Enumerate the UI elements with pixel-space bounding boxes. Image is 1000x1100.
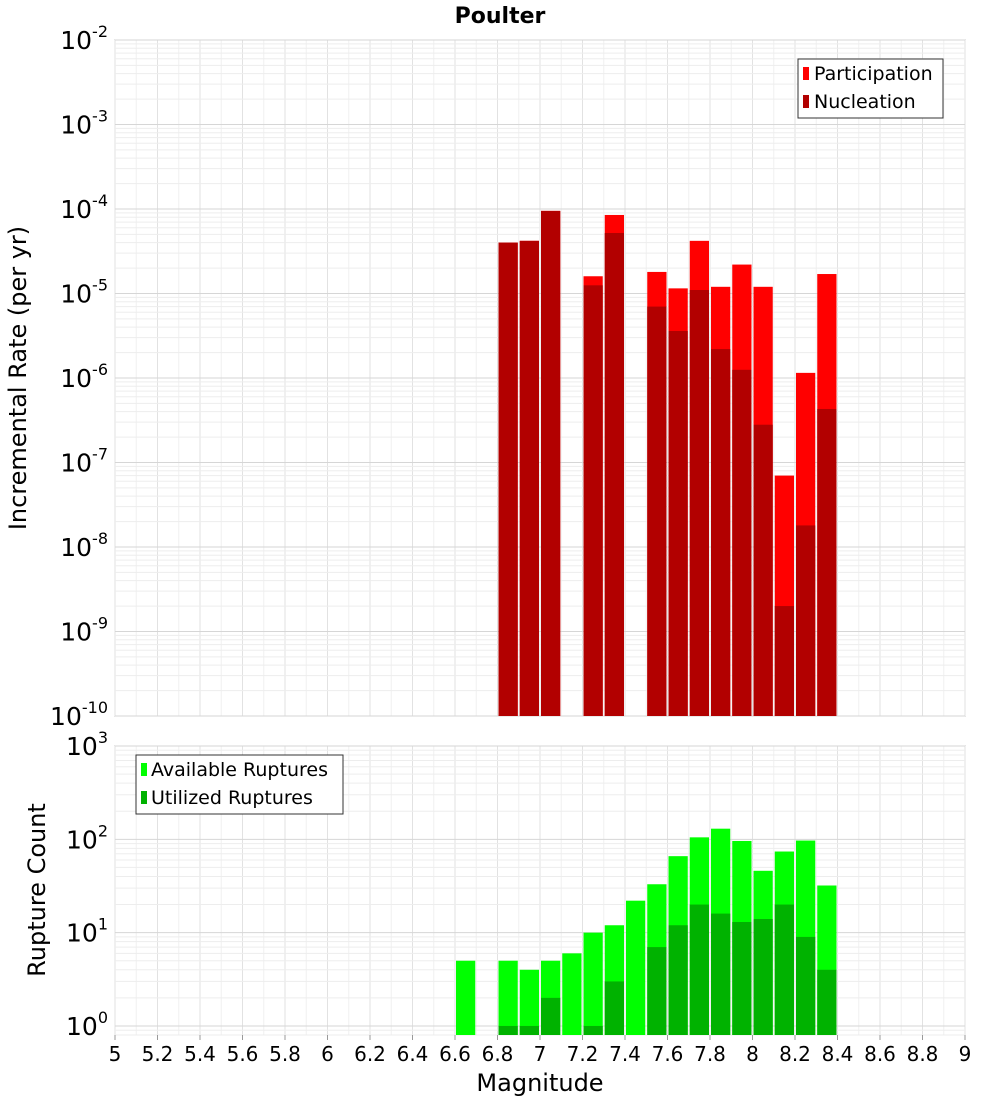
x-tick-label: 5 [109,1042,122,1066]
top-y-tick-label: 10-9 [60,614,108,647]
legend-swatch-participation [803,67,809,80]
bottom-bar-s0 [456,960,476,1035]
x-axis-title: Magnitude [476,1069,603,1097]
bottom-bar-s1 [774,904,794,1035]
x-tick-label: 7 [534,1042,547,1066]
top-bar-s1 [519,240,539,716]
bottom-legend: Available Ruptures Utilized Ruptures [135,754,344,815]
top-y-axis-title: Incremental Rate (per yr) [4,226,32,530]
bottom-bar-s1 [583,1025,603,1035]
top-y-tick-label: 10-4 [60,191,108,224]
x-tick-label: 6.6 [439,1042,471,1066]
top-grid [114,39,966,717]
bottom-y-axis-title: Rupture Count [23,803,51,977]
top-bar-s1 [647,306,667,716]
top-bar-s1 [668,330,688,716]
x-tick-label: 5.2 [142,1042,174,1066]
bottom-bar-s1 [817,969,837,1035]
bottom-y-tick-label: 103 [66,728,108,761]
bottom-y-tick-label: 102 [66,821,108,854]
top-bar-s1 [796,525,816,716]
x-tick-label: 5.4 [184,1042,216,1066]
legend-label-nucleation: Nucleation [814,91,916,113]
top-bar-s1 [583,285,603,716]
x-tick-label: 7.2 [567,1042,599,1066]
x-tick-label: 5.6 [227,1042,259,1066]
top-y-tick-label: 10-8 [60,529,108,562]
legend-swatch-nucleation [803,95,809,108]
top-bar-s1 [604,232,624,716]
bottom-bar-s0 [562,953,582,1035]
top-bar-s1 [498,242,518,717]
x-tick-label: 8.4 [822,1042,854,1066]
x-tick-label: 9 [959,1042,972,1066]
top-bars [498,210,837,717]
legend-label-utilized: Utilized Ruptures [151,787,313,809]
bottom-bar-s1 [753,919,773,1035]
x-tick-label: 6.4 [397,1042,429,1066]
top-y-tick-labels: 10-10 10-9 10-8 10-7 10-6 10-5 10-4 10-3 10-2 [50,22,108,731]
bottom-y-tick-label: 100 [66,1008,108,1041]
top-bar-s1 [732,369,752,716]
legend-swatch-utilized [141,791,147,804]
bottom-bar-s0 [626,900,646,1035]
top-y-tick-label: 10-6 [60,360,108,393]
legend-swatch-available [141,763,147,776]
top-bar-s1 [817,408,837,716]
bottom-y-tick-label: 101 [66,915,108,948]
top-y-tick-label: 10-3 [60,107,108,140]
legend-label-available: Available Ruptures [151,759,328,781]
bottom-y-tick-labels: 100 101 102 103 [66,728,108,1041]
top-bar-s1 [689,290,709,716]
bottom-bars [456,828,837,1035]
top-y-tick-label: 10-5 [60,276,108,309]
x-tick-label: 5.8 [269,1042,301,1066]
x-tick-label: 8 [746,1042,759,1066]
top-y-tick-label: 10-10 [50,698,108,731]
x-tick-label: 8.8 [907,1042,939,1066]
x-tick-label: 6.2 [354,1042,386,1066]
bottom-bar-s1 [732,922,752,1035]
bottom-panel: 100 101 102 103 5 5.2 5.4 5.6 5.8 6 6.2 6.4 6.6 6.8 7… [23,728,971,1097]
bottom-bar-s1 [796,936,816,1035]
top-bar-s1 [711,349,731,716]
bottom-legend-box [135,754,344,815]
top-bar-s1 [541,210,561,716]
bottom-bar-s0 [519,969,539,1035]
bottom-bar-s0 [583,932,603,1035]
top-legend-box [797,58,944,119]
bottom-bar-s1 [541,997,561,1035]
bottom-bar-s1 [647,947,667,1035]
x-tick-label: 7.6 [652,1042,684,1066]
top-y-tick-label: 10-7 [60,445,108,478]
x-tick-label: 7.4 [609,1042,641,1066]
bottom-bar-s1 [711,913,731,1035]
top-y-tick-label: 10-2 [60,22,108,55]
x-tick-label: 8.6 [864,1042,896,1066]
bottom-bar-s1 [689,904,709,1035]
chart-title: Poulter [455,4,546,29]
top-bar-s1 [753,424,773,716]
top-legend: Participation Nucleation [797,58,944,119]
bottom-bar-s1 [519,1025,539,1035]
x-tick-label: 6 [321,1042,334,1066]
x-tick-label: 8.2 [779,1042,811,1066]
bottom-bar-s1 [604,981,624,1035]
bottom-bar-s1 [668,925,688,1035]
legend-label-participation: Participation [814,63,933,85]
top-panel: 10-10 10-9 10-8 10-7 10-6 10-5 10-4 10-3 10-2 In… [4,22,966,731]
x-tick-labels: 5 5.2 5.4 5.6 5.8 6 6.2 6.4 6.6 6.8 7 7.2 7.4 7.6 7.8 8… [109,1035,972,1066]
bottom-bar-s1 [498,1025,518,1035]
x-tick-label: 6.8 [482,1042,514,1066]
x-tick-label: 7.8 [694,1042,726,1066]
bottom-bar-s0 [498,960,518,1035]
top-bar-s1 [774,606,794,716]
